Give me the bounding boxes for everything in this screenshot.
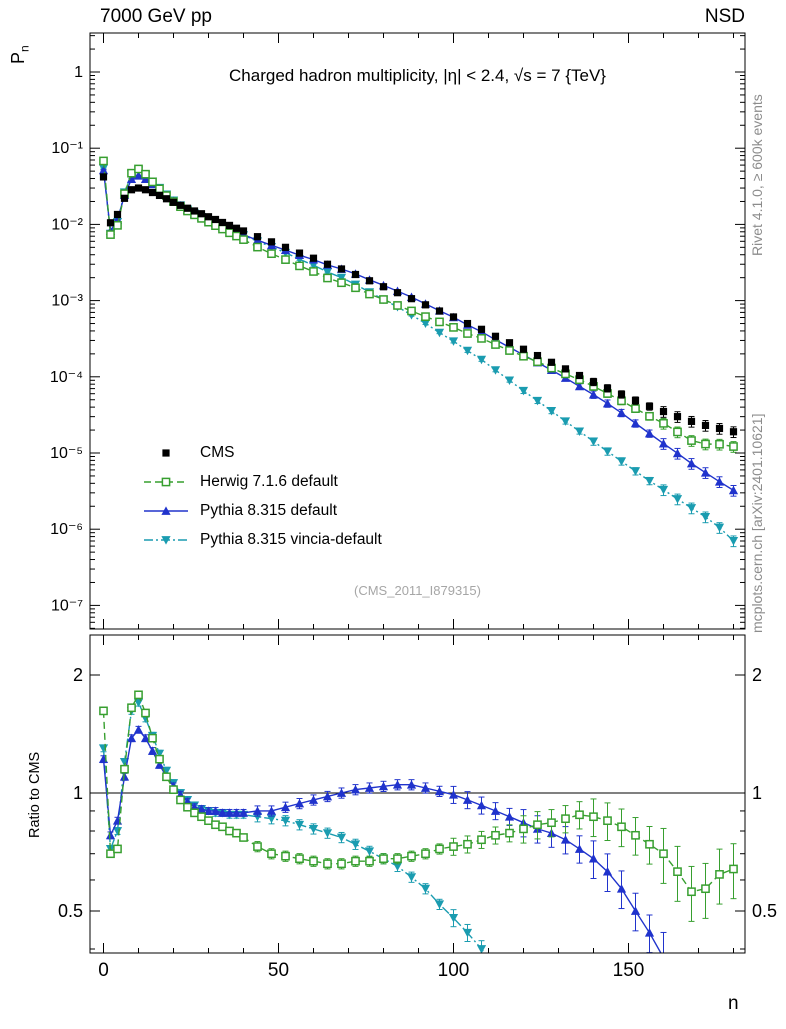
svg-text:10⁻⁴: 10⁻⁴ [50, 369, 83, 386]
x-axis-title: n [728, 993, 739, 1014]
mcplots-reference-note: mcplots.cern.ch [arXiv:2401.10621] [749, 413, 765, 633]
svg-text:10⁻²: 10⁻² [51, 216, 83, 233]
svg-text:0: 0 [98, 960, 109, 981]
y-axis-title-main-subscript: n [17, 45, 32, 52]
legend-key-cms [162, 448, 170, 457]
legend-label-pythia: Pythia 8.315 default [200, 501, 338, 519]
legend-key-herwig [144, 477, 188, 486]
legend-key-vincia [144, 535, 188, 545]
legend: CMS Herwig 7.1.6 default Pythia 8.315 de… [142, 438, 382, 554]
svg-text:150: 150 [613, 960, 645, 981]
y-axis-title-main-symbol: P [8, 51, 28, 64]
svg-text:10⁻³: 10⁻³ [51, 293, 83, 310]
svg-text:2: 2 [752, 665, 762, 685]
plot-title: Charged hadron multiplicity, |η| < 2.4, … [229, 66, 606, 85]
legend-label-herwig: Herwig 7.1.6 default [200, 472, 338, 490]
svg-text:50: 50 [268, 960, 289, 981]
svg-text:10⁻⁶: 10⁻⁶ [50, 521, 83, 538]
svg-text:0.5: 0.5 [58, 901, 83, 921]
svg-text:100: 100 [438, 960, 470, 981]
svg-text:10⁻⁷: 10⁻⁷ [51, 597, 83, 614]
y-axis-title-ratio: Ratio to CMS [27, 751, 43, 838]
legend-label-cms: CMS [200, 443, 235, 461]
legend-item-vincia: Pythia 8.315 vincia-default [142, 525, 382, 554]
legend-item-cms: CMS [142, 438, 382, 467]
rivet-version-note: Rivet 4.1.0, ≥ 600k events [749, 94, 765, 256]
legend-item-herwig: Herwig 7.1.6 default [142, 467, 382, 496]
svg-text:0.5: 0.5 [752, 901, 777, 921]
svg-text:2: 2 [73, 665, 83, 685]
y-axis-title-main: Pn [8, 45, 32, 64]
analysis-watermark: (CMS_2011_I879315) [354, 583, 481, 598]
svg-text:10⁻⁵: 10⁻⁵ [50, 445, 83, 462]
event-class-label: NSD [704, 6, 745, 27]
beam-energy-label: 7000 GeV pp [100, 6, 212, 27]
legend-key-pythia [144, 505, 188, 515]
svg-text:1: 1 [74, 64, 83, 81]
legend-item-pythia: Pythia 8.315 default [142, 496, 382, 525]
legend-label-vincia: Pythia 8.315 vincia-default [200, 530, 382, 548]
svg-text:1: 1 [752, 783, 762, 803]
svg-text:10⁻¹: 10⁻¹ [51, 140, 83, 157]
svg-text:1: 1 [73, 783, 83, 803]
